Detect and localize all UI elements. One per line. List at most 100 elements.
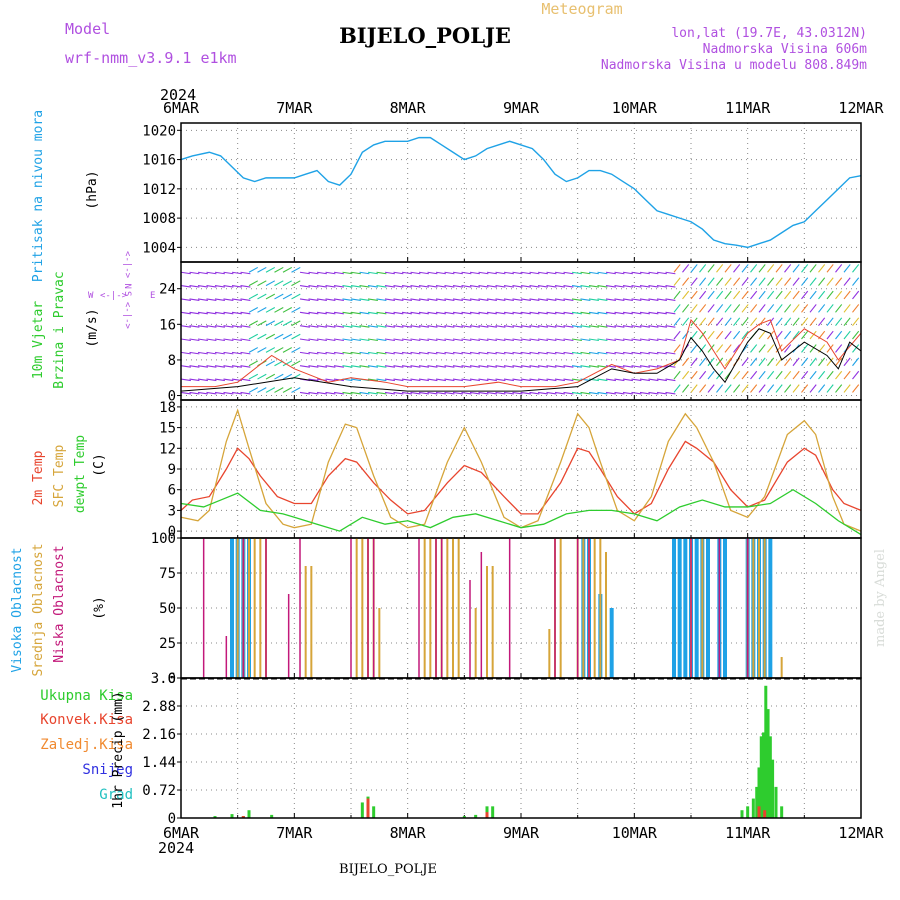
wind-barb	[342, 351, 353, 355]
wind-barb	[350, 325, 361, 328]
wind-barb	[486, 271, 497, 275]
wind-barb	[673, 290, 681, 300]
wind-barb	[308, 391, 319, 395]
cloud-mid-bar	[236, 538, 239, 678]
wind-barb	[206, 378, 217, 382]
wind-barb	[852, 344, 860, 353]
wind-barb	[257, 307, 267, 313]
wind-barb	[359, 325, 370, 328]
wind-barb	[724, 304, 732, 313]
wind-barb	[818, 290, 826, 300]
wind-barb	[758, 357, 766, 367]
cloud-mid-bar	[259, 538, 262, 678]
wind-barb	[784, 264, 792, 273]
wind-barb	[758, 277, 766, 286]
wind-barb	[639, 298, 650, 301]
cloud-mid-bar	[310, 566, 313, 678]
wind-barb	[775, 264, 783, 273]
wind-barb	[656, 285, 667, 288]
wind-barb	[444, 325, 455, 328]
wind-barb	[529, 338, 540, 342]
wind-barb	[427, 325, 438, 328]
wind-barb	[588, 285, 599, 288]
wind-barb	[767, 344, 775, 353]
wind-barb	[750, 264, 758, 273]
wind-barb	[784, 357, 792, 367]
wind-barb	[350, 365, 361, 368]
wind-barb	[767, 370, 775, 380]
wind-barb	[605, 338, 616, 342]
wind-barb	[214, 391, 225, 395]
wind-barb	[801, 384, 809, 393]
wind-barb	[673, 277, 681, 286]
wind-barb	[673, 264, 681, 273]
wind-barb	[690, 264, 698, 273]
wind-barb	[495, 311, 506, 315]
wind-barb	[639, 311, 650, 315]
wind-barb	[486, 325, 497, 328]
wind-barb	[699, 290, 707, 300]
wind-barb	[333, 338, 344, 342]
time-label-bottom: 10MAR	[612, 824, 658, 842]
wind-barb	[291, 333, 301, 340]
wind-barb	[291, 280, 301, 287]
wind-barb	[248, 293, 259, 300]
precip-total-bar	[751, 798, 755, 818]
wind-barb	[537, 271, 548, 275]
wind-barb	[826, 290, 834, 300]
wind-barb	[393, 391, 404, 395]
wind-barb	[359, 391, 370, 395]
wind-barb	[580, 285, 591, 288]
wind-barb	[257, 347, 267, 353]
wind-barb	[257, 293, 267, 300]
wind-barb	[452, 271, 463, 275]
wind-barb	[316, 365, 327, 368]
wind-barb	[529, 298, 540, 301]
cloud-ylabel-high: Visoka Oblacnost	[10, 547, 25, 672]
wind-barb	[724, 290, 732, 300]
wind-legend-south: S <-|->	[122, 291, 132, 330]
wind-barb	[750, 290, 758, 300]
wind-barb	[435, 365, 446, 368]
wind-barb	[427, 298, 438, 301]
wind-barb	[342, 298, 353, 301]
wind-barb	[495, 285, 506, 288]
cloud-low-bar	[480, 552, 483, 678]
wind-barb	[503, 325, 514, 328]
wind-barb	[792, 290, 800, 300]
wind-barb	[401, 325, 412, 328]
wind-barb	[580, 271, 591, 275]
precip-total-bar	[230, 814, 234, 818]
wind-barb	[639, 365, 650, 368]
wind-barb	[758, 344, 766, 353]
year-bottom: 2024	[158, 839, 194, 857]
wind-barb	[554, 351, 565, 355]
wind-barb	[656, 298, 667, 301]
wind-barb	[503, 298, 514, 301]
cloud-mid-bar	[355, 538, 358, 678]
ytick-label: 0	[168, 811, 176, 827]
wind-barb	[631, 271, 642, 275]
wind-barb	[401, 285, 412, 288]
cloud-mid-bar	[429, 538, 432, 678]
wind-ylabel-1: 10m Vjetar	[31, 301, 46, 379]
wind-barb	[690, 370, 698, 380]
time-label-top: 12MAR	[838, 99, 884, 117]
ytick-label: 75	[159, 566, 176, 582]
wind-barb	[495, 338, 506, 342]
cloud-mid-bar	[248, 538, 250, 678]
wind-barb	[818, 277, 826, 286]
wind-barb	[588, 351, 599, 355]
wind-barb	[308, 351, 319, 355]
wind-barb	[758, 330, 766, 340]
wind-barb	[486, 298, 497, 301]
cloud-mid-bar	[780, 657, 783, 678]
wind-barb	[690, 384, 698, 393]
wind-barb	[741, 304, 749, 313]
cloud-low-bar	[299, 538, 301, 678]
wind-barb	[631, 351, 642, 355]
wind-barb	[189, 298, 200, 301]
wind-barb	[206, 298, 217, 301]
wind-barb	[384, 285, 395, 288]
wind-barb	[435, 271, 446, 275]
